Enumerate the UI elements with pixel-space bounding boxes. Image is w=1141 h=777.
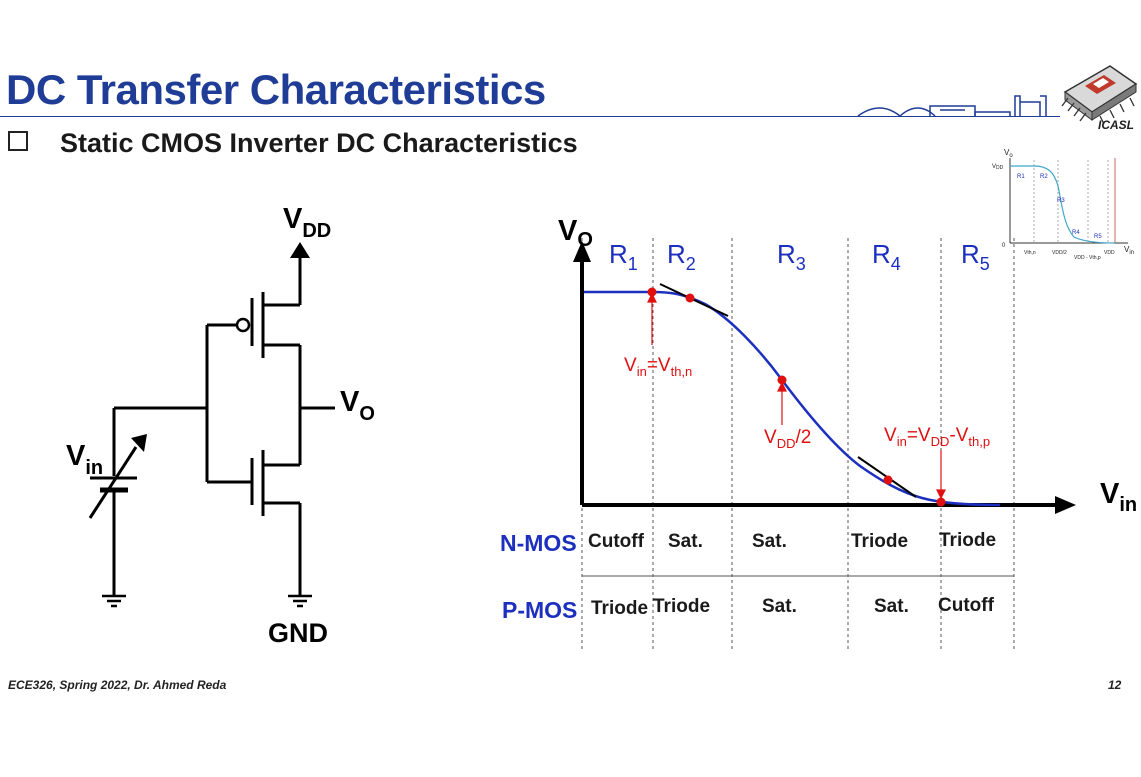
region-label-r2: R2 xyxy=(667,239,696,274)
svg-text:VDD - Vth,p: VDD - Vth,p xyxy=(1074,255,1101,261)
x-axis-label: Vin xyxy=(1100,478,1137,516)
pmos-states: Triode Triode Sat. Sat. Cutoff xyxy=(591,595,995,619)
thumbnail-vtc: Vo VDD 0 Vin R1 R2 R3 R4 R5 Vth,n VDD/2 … xyxy=(992,148,1134,261)
tangent-lines xyxy=(659,283,917,498)
pmos-state: Sat. xyxy=(874,596,909,617)
svg-text:R5: R5 xyxy=(1094,234,1102,240)
y-axis-label: VO xyxy=(558,215,593,251)
gnd-label: GND xyxy=(268,618,328,648)
nmos-states: Cutoff Sat. Sat. Triode Triode xyxy=(588,530,996,552)
logo-text: ICASL xyxy=(1098,118,1134,132)
pmos-row-label: P-MOS xyxy=(502,597,577,623)
pmos-state: Triode xyxy=(653,596,710,617)
slide-subtitle: Static CMOS Inverter DC Characteristics xyxy=(60,128,578,158)
ground-icon xyxy=(102,594,126,608)
svg-text:VDD: VDD xyxy=(992,164,1004,171)
pmos-state: Cutoff xyxy=(938,595,995,616)
region-label-r4: R4 xyxy=(872,239,901,274)
nmos-row-label: N-MOS xyxy=(500,530,577,556)
nmos-state: Sat. xyxy=(668,531,703,552)
region-label-r1: R1 xyxy=(609,239,638,274)
region-label-r5: R5 xyxy=(961,239,990,274)
svg-text:R1: R1 xyxy=(1017,174,1025,180)
vtc-axes xyxy=(573,241,1076,514)
key-points xyxy=(647,287,946,507)
nmos-state: Triode xyxy=(851,531,908,552)
vo-label: VO xyxy=(340,386,375,425)
pmos-state: Sat. xyxy=(762,596,797,617)
annotation-arrows xyxy=(647,292,946,500)
svg-text:R3: R3 xyxy=(1057,198,1065,204)
bullet-checkbox-icon xyxy=(8,131,28,151)
vtc-curve xyxy=(584,290,1001,507)
annotation-vdd-half: VDD/2 xyxy=(764,427,811,451)
svg-text:R2: R2 xyxy=(1040,174,1048,180)
thumbnail-curve xyxy=(1010,165,1116,244)
footer-course-info: ECE326, Spring 2022, Dr. Ahmed Reda xyxy=(8,678,227,692)
icasl-chip-logo: ICASL xyxy=(1061,65,1138,132)
annotation-vth-p: Vin=VDD-Vth,p xyxy=(884,425,990,449)
svg-text:Vth,n: Vth,n xyxy=(1024,250,1036,256)
page-number: 12 xyxy=(1108,678,1122,692)
cmos-inverter-schematic xyxy=(88,242,335,595)
svg-text:R4: R4 xyxy=(1072,230,1080,236)
ground-icon xyxy=(288,594,312,608)
svg-text:Vo: Vo xyxy=(1004,148,1013,159)
header-building-sketch xyxy=(857,95,1047,117)
vin-label: Vin xyxy=(66,440,103,479)
vdd-label: VDD xyxy=(283,203,331,242)
region-labels: R1 R2 R3 R4 R5 xyxy=(609,239,990,274)
svg-text:Vin: Vin xyxy=(1124,245,1134,256)
nmos-state: Cutoff xyxy=(588,531,645,552)
svg-text:0: 0 xyxy=(1002,243,1006,249)
title-rule xyxy=(0,116,1060,117)
pmos-state: Triode xyxy=(591,598,648,619)
nmos-state: Triode xyxy=(939,530,996,551)
region-label-r3: R3 xyxy=(777,239,806,274)
svg-text:VDD/2: VDD/2 xyxy=(1052,250,1067,256)
annotation-vth-n: Vin=Vth,n xyxy=(624,355,692,379)
slide-title: DC Transfer Characteristics xyxy=(6,66,546,113)
nmos-state: Sat. xyxy=(752,531,787,552)
svg-text:VDD: VDD xyxy=(1104,250,1115,256)
